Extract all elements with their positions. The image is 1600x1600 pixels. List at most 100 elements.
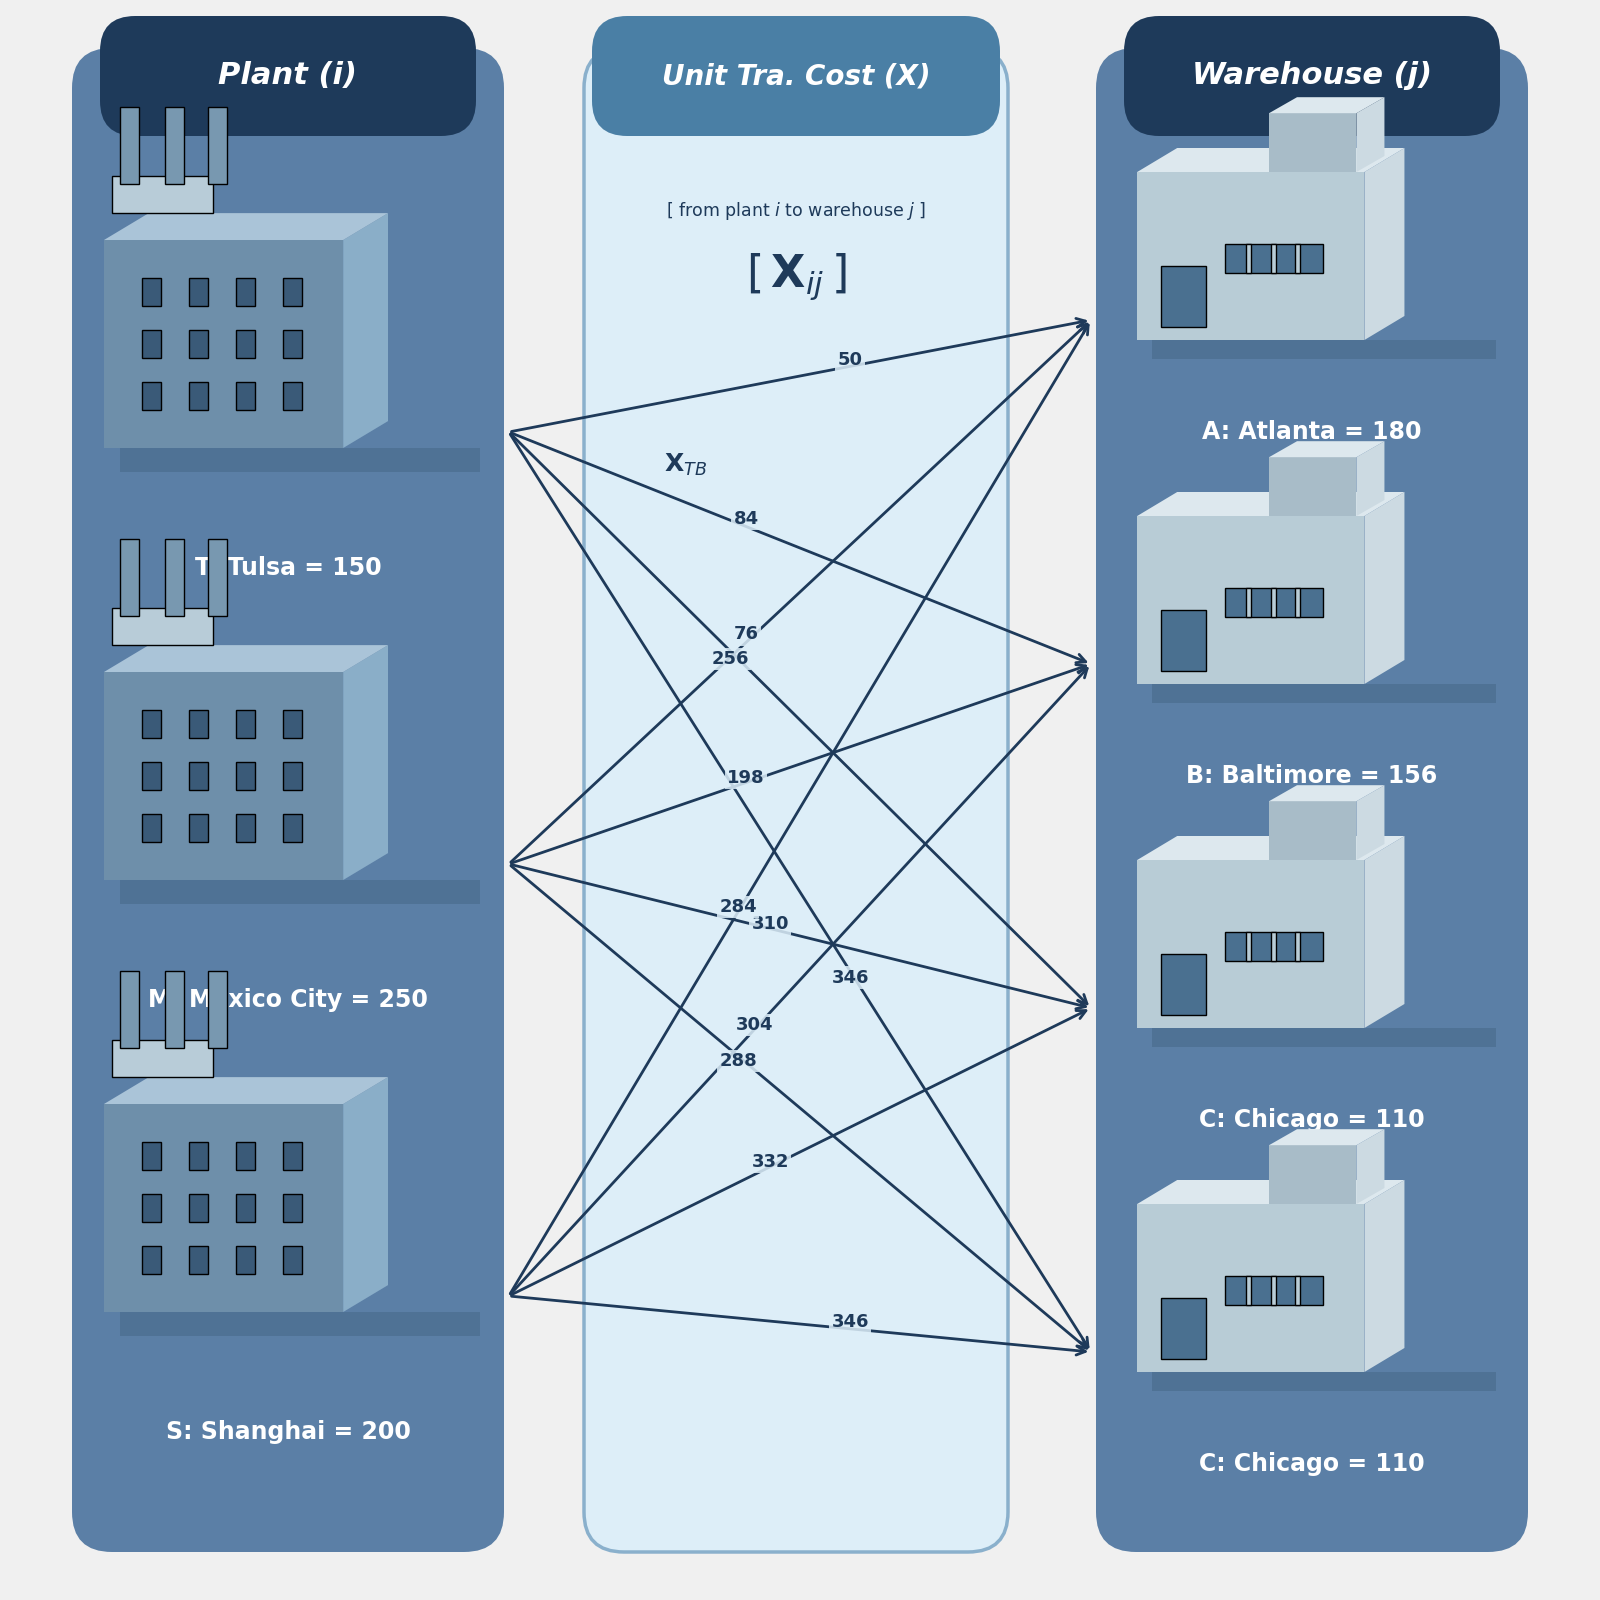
Polygon shape bbox=[1357, 1130, 1384, 1203]
FancyBboxPatch shape bbox=[1246, 587, 1251, 616]
FancyBboxPatch shape bbox=[165, 107, 184, 184]
FancyBboxPatch shape bbox=[99, 16, 477, 136]
Text: 198: 198 bbox=[728, 768, 765, 787]
Polygon shape bbox=[1365, 147, 1405, 339]
FancyBboxPatch shape bbox=[235, 277, 254, 307]
Text: S: Shanghai = 200: S: Shanghai = 200 bbox=[165, 1421, 411, 1443]
FancyBboxPatch shape bbox=[235, 710, 254, 739]
Polygon shape bbox=[104, 240, 342, 448]
Text: 76: 76 bbox=[733, 626, 758, 643]
FancyBboxPatch shape bbox=[189, 330, 208, 358]
Polygon shape bbox=[1138, 147, 1405, 171]
FancyBboxPatch shape bbox=[1246, 1277, 1251, 1306]
FancyBboxPatch shape bbox=[592, 16, 1000, 136]
Text: Unit Tra. Cost (X): Unit Tra. Cost (X) bbox=[662, 62, 930, 90]
Text: Warehouse (j): Warehouse (j) bbox=[1192, 61, 1432, 91]
Text: 84: 84 bbox=[733, 509, 758, 528]
Text: 256: 256 bbox=[712, 650, 749, 667]
FancyBboxPatch shape bbox=[208, 107, 227, 184]
Polygon shape bbox=[1357, 98, 1384, 171]
FancyBboxPatch shape bbox=[1296, 587, 1301, 616]
Polygon shape bbox=[120, 880, 480, 904]
Polygon shape bbox=[1365, 835, 1405, 1029]
FancyBboxPatch shape bbox=[112, 176, 213, 213]
Text: 346: 346 bbox=[832, 968, 869, 987]
Text: Plant (i): Plant (i) bbox=[219, 61, 357, 91]
Polygon shape bbox=[1365, 1181, 1405, 1371]
FancyBboxPatch shape bbox=[235, 330, 254, 358]
FancyBboxPatch shape bbox=[1270, 931, 1275, 960]
FancyBboxPatch shape bbox=[141, 277, 160, 307]
FancyBboxPatch shape bbox=[141, 813, 160, 842]
Polygon shape bbox=[1138, 171, 1365, 339]
Polygon shape bbox=[1138, 493, 1405, 515]
FancyBboxPatch shape bbox=[1296, 931, 1301, 960]
Text: M: Mexico City = 250: M: Mexico City = 250 bbox=[149, 987, 427, 1013]
Polygon shape bbox=[1357, 786, 1384, 861]
FancyBboxPatch shape bbox=[189, 813, 208, 842]
FancyBboxPatch shape bbox=[120, 539, 139, 616]
Polygon shape bbox=[1269, 1146, 1357, 1203]
FancyBboxPatch shape bbox=[1270, 587, 1275, 616]
FancyBboxPatch shape bbox=[1226, 243, 1323, 272]
FancyBboxPatch shape bbox=[235, 1245, 254, 1274]
FancyBboxPatch shape bbox=[189, 382, 208, 411]
FancyBboxPatch shape bbox=[112, 608, 213, 645]
Polygon shape bbox=[1269, 1130, 1384, 1146]
FancyBboxPatch shape bbox=[1270, 1277, 1275, 1306]
FancyBboxPatch shape bbox=[1246, 243, 1251, 272]
FancyBboxPatch shape bbox=[189, 1245, 208, 1274]
FancyBboxPatch shape bbox=[141, 762, 160, 790]
Polygon shape bbox=[1138, 1181, 1405, 1203]
Text: 284: 284 bbox=[720, 898, 757, 915]
Polygon shape bbox=[1269, 98, 1384, 114]
Polygon shape bbox=[104, 1077, 387, 1104]
Text: $[\,\mathbf{X}_{ij}\,]$: $[\,\mathbf{X}_{ij}\,]$ bbox=[746, 251, 846, 302]
Polygon shape bbox=[120, 1312, 480, 1336]
FancyBboxPatch shape bbox=[189, 277, 208, 307]
FancyBboxPatch shape bbox=[235, 813, 254, 842]
Polygon shape bbox=[342, 1077, 387, 1312]
FancyBboxPatch shape bbox=[208, 971, 227, 1048]
Text: 310: 310 bbox=[752, 915, 789, 933]
Polygon shape bbox=[1152, 685, 1496, 704]
Text: $\mathbf{X}_{TB}$: $\mathbf{X}_{TB}$ bbox=[664, 451, 707, 478]
Polygon shape bbox=[1138, 1203, 1365, 1371]
Text: [ from plant $\mathit{i}$ to warehouse $\mathit{j}$ ]: [ from plant $\mathit{i}$ to warehouse $… bbox=[666, 200, 926, 222]
Polygon shape bbox=[1269, 786, 1384, 802]
FancyBboxPatch shape bbox=[1162, 266, 1206, 326]
FancyBboxPatch shape bbox=[72, 48, 504, 1552]
Polygon shape bbox=[1152, 1029, 1496, 1048]
FancyBboxPatch shape bbox=[235, 1194, 254, 1222]
FancyBboxPatch shape bbox=[1162, 1299, 1206, 1358]
Polygon shape bbox=[1152, 1371, 1496, 1390]
FancyBboxPatch shape bbox=[283, 382, 302, 411]
FancyBboxPatch shape bbox=[189, 710, 208, 739]
Text: C: Chicago = 110: C: Chicago = 110 bbox=[1198, 1107, 1426, 1133]
FancyBboxPatch shape bbox=[112, 1040, 213, 1077]
FancyBboxPatch shape bbox=[120, 971, 139, 1048]
Polygon shape bbox=[1138, 861, 1365, 1029]
Text: 346: 346 bbox=[832, 1314, 869, 1331]
FancyBboxPatch shape bbox=[235, 382, 254, 411]
Polygon shape bbox=[104, 672, 342, 880]
FancyBboxPatch shape bbox=[165, 971, 184, 1048]
FancyBboxPatch shape bbox=[1270, 243, 1275, 272]
FancyBboxPatch shape bbox=[1296, 1277, 1301, 1306]
FancyBboxPatch shape bbox=[1096, 48, 1528, 1552]
Text: C: Chicago = 110: C: Chicago = 110 bbox=[1198, 1453, 1426, 1475]
Text: 288: 288 bbox=[720, 1051, 757, 1070]
FancyBboxPatch shape bbox=[165, 539, 184, 616]
FancyBboxPatch shape bbox=[584, 48, 1008, 1552]
FancyBboxPatch shape bbox=[1296, 243, 1301, 272]
Text: 304: 304 bbox=[736, 1016, 773, 1034]
Polygon shape bbox=[1138, 515, 1365, 685]
Polygon shape bbox=[104, 645, 387, 672]
FancyBboxPatch shape bbox=[283, 1194, 302, 1222]
Polygon shape bbox=[1365, 493, 1405, 685]
FancyBboxPatch shape bbox=[120, 107, 139, 184]
Text: B: Baltimore = 156: B: Baltimore = 156 bbox=[1186, 765, 1438, 789]
Text: 332: 332 bbox=[752, 1154, 789, 1171]
FancyBboxPatch shape bbox=[1226, 1277, 1323, 1306]
FancyBboxPatch shape bbox=[283, 1142, 302, 1171]
